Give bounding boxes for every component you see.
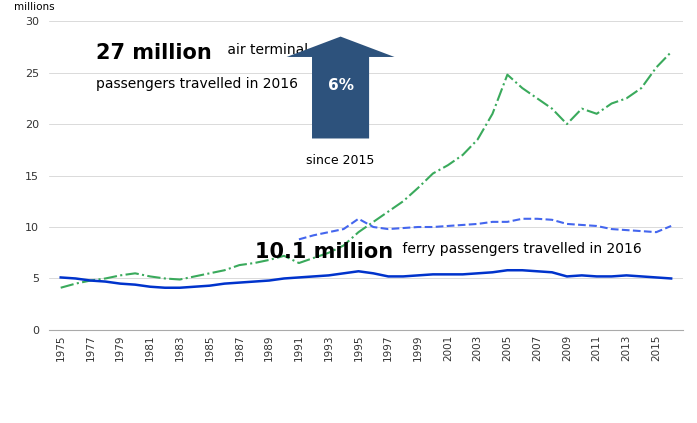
Text: millions: millions	[14, 2, 54, 12]
Text: passengers travelled in 2016: passengers travelled in 2016	[96, 77, 298, 91]
Text: air terminal: air terminal	[223, 43, 308, 57]
Text: 27 million: 27 million	[96, 43, 212, 63]
Legend: Air, Ferry (selected services), Ferry (all services): Air, Ferry (selected services), Ferry (a…	[54, 422, 450, 423]
Text: ferry passengers travelled in 2016: ferry passengers travelled in 2016	[397, 242, 641, 256]
Polygon shape	[286, 37, 395, 138]
Text: 10.1 million: 10.1 million	[255, 242, 393, 262]
Text: since 2015: since 2015	[307, 154, 375, 167]
Text: 6%: 6%	[328, 78, 353, 93]
